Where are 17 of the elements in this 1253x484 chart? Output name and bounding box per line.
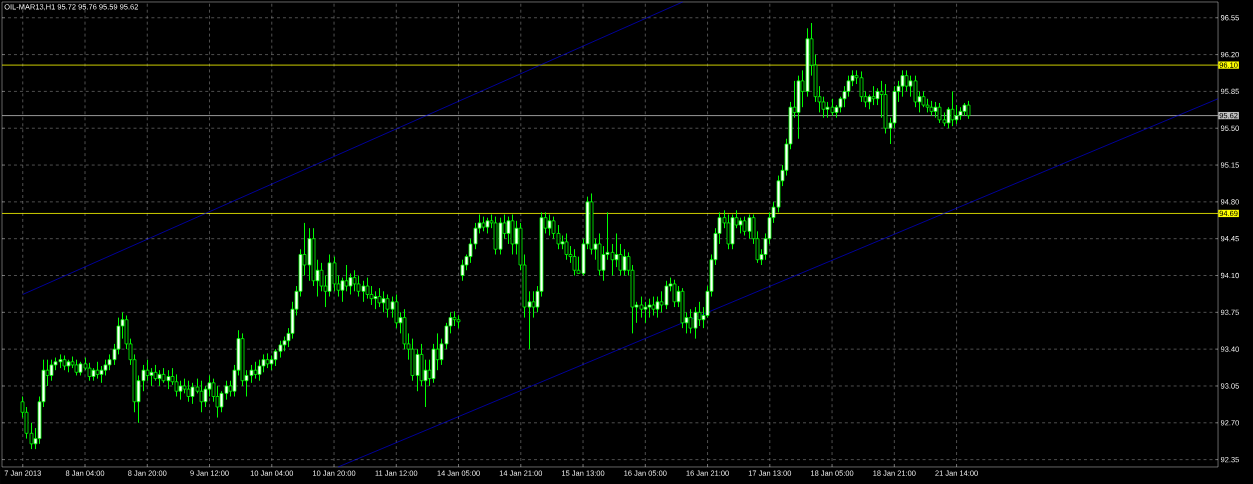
candlestick (344, 264, 349, 292)
candlestick (950, 90, 955, 127)
candlestick (900, 69, 905, 98)
candlestick (647, 298, 652, 319)
candlestick (547, 214, 552, 237)
candlestick (622, 248, 627, 277)
candlestick (381, 290, 386, 313)
candlestick (145, 359, 150, 382)
candlestick (614, 232, 619, 268)
candlestick (697, 301, 702, 327)
candlestick (385, 293, 390, 319)
candlestick (531, 290, 536, 319)
candlestick (394, 293, 399, 329)
candlestick (510, 214, 515, 255)
candlestick (643, 301, 648, 324)
candlestick (651, 296, 656, 316)
candlestick (506, 216, 511, 245)
